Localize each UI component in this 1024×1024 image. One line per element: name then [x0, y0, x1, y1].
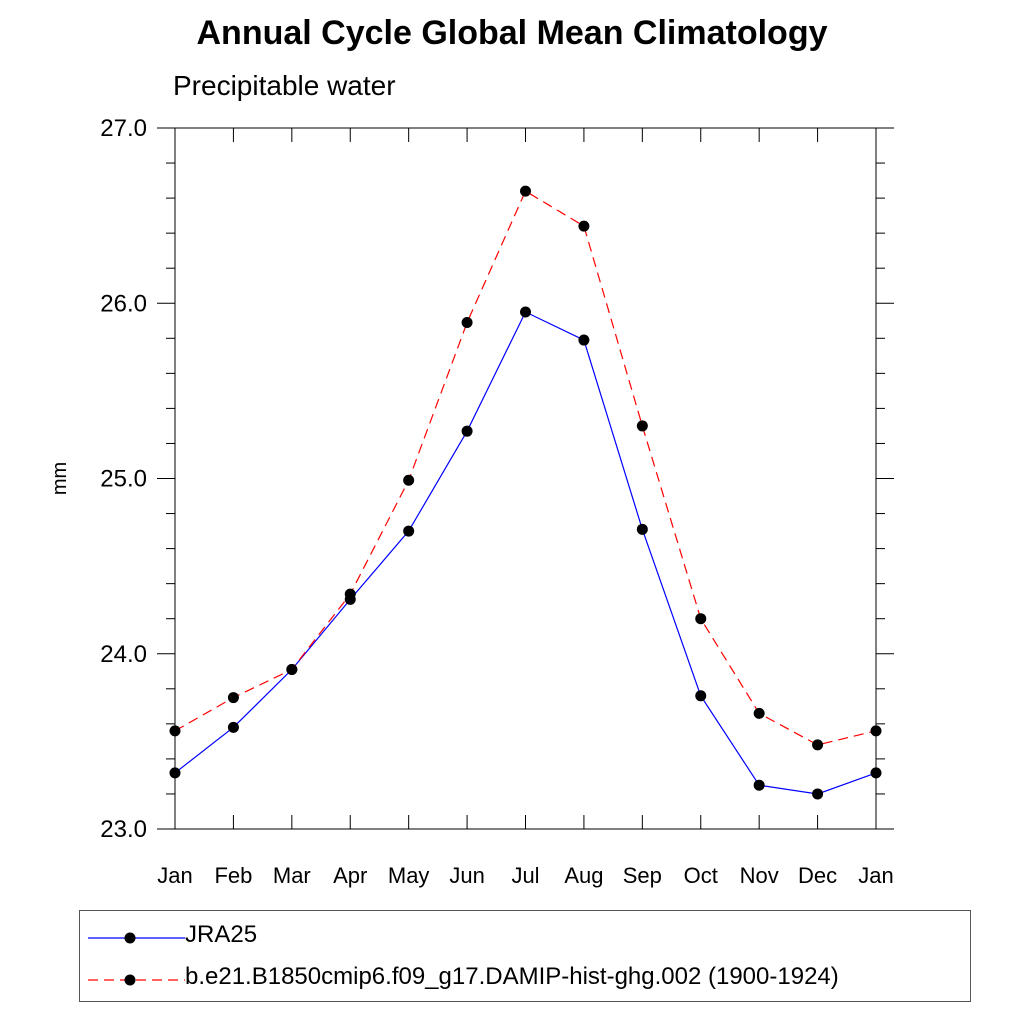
series-0-point-0	[169, 767, 181, 779]
series-0-point-8	[636, 523, 648, 535]
series-1-point-9	[695, 613, 707, 625]
series-1-point-4	[403, 474, 415, 486]
series-1-point-10	[753, 707, 765, 719]
legend-item-0: JRA25	[80, 915, 970, 955]
series-0-point-4	[403, 525, 415, 537]
legend-label-1: b.e21.B1850cmip6.f09_g17.DAMIP-hist-ghg.…	[185, 963, 839, 990]
x-tick-label-4: May	[388, 863, 430, 888]
x-tick-label-10: Nov	[740, 863, 779, 888]
series-1-point-1	[227, 692, 239, 704]
series-0-point-7	[578, 334, 590, 346]
line-chart: Jan Feb Mar Apr May Jun Jul Aug Sep Oct Nov Dec Jan 2…	[49, 115, 894, 888]
series-0-point-9	[695, 690, 707, 702]
series-1-point-7	[578, 220, 590, 232]
series-0-point-5	[461, 425, 473, 437]
series-1-point-3	[344, 588, 356, 600]
x-tick-label-7: Aug	[564, 863, 603, 888]
series-1-point-11	[812, 739, 824, 751]
y-tick-label-2: 25.0	[100, 466, 147, 493]
y-axis-label: mm	[49, 462, 71, 495]
x-tick-label-5: Jun	[449, 863, 484, 888]
chart-subtitle: Precipitable water	[173, 70, 396, 101]
series-1-point-2	[286, 664, 298, 676]
y-tick-label-1: 24.0	[100, 641, 147, 668]
legend: JRA25 b.e21.B1850cmip6.f09_g17.DAMIP-his…	[79, 910, 971, 1002]
legend-swatch-1	[88, 974, 185, 986]
plot-frame	[174, 127, 877, 830]
series-1-point-6	[520, 185, 531, 197]
x-tick-label-0: Jan	[157, 863, 192, 888]
series-1-point-5	[461, 317, 473, 329]
legend-swatch-0	[88, 932, 185, 944]
x-tick-label-11: Dec	[798, 863, 837, 888]
legend-label-0: JRA25	[185, 921, 258, 948]
series-0-point-6	[520, 306, 531, 318]
series-1-point-12	[870, 725, 882, 737]
chart-axes: Jan Feb Mar Apr May Jun Jul Aug Sep Oct Nov Dec Jan 2…	[49, 115, 894, 888]
x-tick-label-8: Sep	[623, 863, 662, 888]
y-tick-label-3: 26.0	[100, 290, 147, 317]
x-tick-label-9: Oct	[684, 863, 718, 888]
y-tick-label-0: 23.0	[100, 816, 147, 843]
series-line-1	[174, 190, 877, 746]
x-tick-label-3: Apr	[333, 863, 367, 888]
chart-title: Annual Cycle Global Mean Climatology	[196, 14, 828, 52]
x-tick-label-12: Jan	[858, 863, 893, 888]
series-1-point-8	[636, 420, 648, 432]
y-tick-label-4: 27.0	[100, 115, 147, 142]
x-tick-label-1: Feb	[214, 863, 252, 888]
series-0-point-10	[753, 779, 765, 791]
x-tick-label-6: Jul	[511, 863, 539, 888]
x-tick-label-2: Mar	[273, 863, 311, 888]
chart-series	[169, 185, 882, 800]
series-0-point-11	[812, 788, 824, 800]
series-1-point-0	[169, 725, 181, 737]
legend-item-1: b.e21.B1850cmip6.f09_g17.DAMIP-hist-ghg.…	[80, 957, 970, 997]
series-0-point-12	[870, 767, 882, 779]
series-line-0	[174, 311, 877, 795]
series-0-point-1	[227, 721, 239, 733]
